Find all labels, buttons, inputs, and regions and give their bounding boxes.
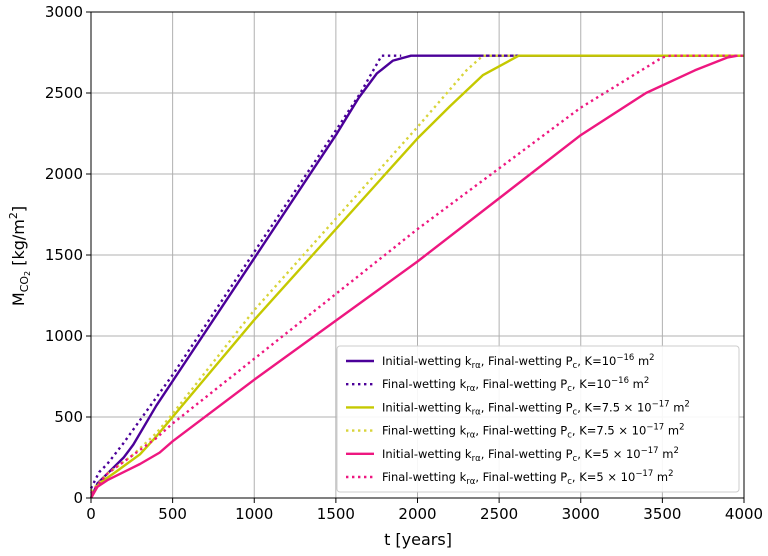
legend-text-part: Initial-wetting k — [382, 354, 472, 368]
legend-text-part: , K= — [577, 447, 602, 461]
y-tick-label: 1000 — [45, 327, 83, 345]
legend-text-part: −17 — [641, 446, 659, 456]
legend-entry-3: Initial-wetting krα, Final-wetting Pc, K… — [382, 399, 690, 417]
legend-entry-4: Final-wetting krα, Final-wetting Pc, K=7… — [382, 423, 685, 441]
x-tick-label: 1000 — [235, 505, 273, 523]
legend-text-part: c — [573, 407, 578, 417]
legend-text-part: 7.5 × 10 — [602, 400, 652, 414]
legend-text-part: Final-wetting k — [382, 470, 467, 484]
legend-text-part: , K= — [577, 400, 602, 414]
legend-text-part: −16 — [611, 376, 629, 386]
legend-text-part: , K= — [577, 354, 602, 368]
legend-text-part: , K= — [572, 424, 597, 438]
legend-text-part: m — [659, 447, 674, 461]
legend-text-part: 10 — [602, 354, 617, 368]
legend-text-part: 5 × 10 — [602, 447, 641, 461]
legend-entry-6: Final-wetting krα, Final-wetting Pc, K=5… — [382, 469, 674, 487]
legend-text-part: −17 — [635, 469, 653, 479]
axis-ticks: 0 500 1000 1500 2000 2500 3000 3500 4000 0 500 1000… — [45, 3, 763, 523]
series-lines — [89, 54, 744, 499]
x-tick-label: 2000 — [398, 505, 436, 523]
series-line-4 — [90, 54, 516, 493]
series-line-5 — [89, 54, 738, 499]
legend-text-part: rα — [472, 361, 481, 371]
legend-entry-2: Final-wetting krα, Final-wetting Pc, K=1… — [382, 376, 649, 394]
legend-text-part: Initial-wetting k — [382, 400, 472, 414]
legend-text-part: m — [634, 354, 649, 368]
y-tick-label: 500 — [54, 408, 83, 426]
legend-text-part: 2 — [668, 469, 673, 479]
series-line-3 — [89, 54, 744, 499]
legend-text-part: rα — [466, 477, 475, 487]
y-axis-label: MCO2 [kg/m2] — [7, 206, 32, 306]
legend-text-part: , Final-wetting P — [475, 377, 567, 391]
legend-text-part: c — [567, 431, 572, 441]
legend-text-part: Final-wetting k — [382, 377, 467, 391]
legend-text-part: , Final-wetting P — [481, 354, 573, 368]
y-tick-label: 0 — [73, 489, 83, 507]
legend-text-part: m — [653, 470, 668, 484]
legend-text-part: 2 — [679, 423, 684, 433]
legend-text-part: rα — [466, 384, 475, 394]
legend-text-part: m — [670, 400, 685, 414]
legend-text-part: 10 — [596, 377, 611, 391]
x-tick-label: 4000 — [725, 505, 763, 523]
legend-text-part: 7.5 × 10 — [596, 424, 646, 438]
series-line-2 — [89, 54, 402, 489]
legend-text-part: −16 — [616, 353, 634, 363]
legend-box — [336, 345, 740, 493]
legend-text-part: 2 — [644, 376, 649, 386]
legend-text-part: 2 — [673, 446, 678, 456]
legend-text-part: rα — [472, 454, 481, 464]
legend-text-part: m — [664, 424, 679, 438]
x-tick-label: 2500 — [480, 505, 518, 523]
y-tick-label: 1500 — [45, 246, 83, 264]
legend-text-part: rα — [466, 431, 475, 441]
y-tick-label: 2000 — [45, 165, 83, 183]
legend-text-part: , Final-wetting P — [481, 400, 573, 414]
x-axis-label: t [years] — [384, 530, 452, 549]
legend-text-part: 2 — [649, 353, 654, 363]
x-tick-label: 1500 — [317, 505, 355, 523]
x-tick-label: 0 — [86, 505, 96, 523]
y-tick-label: 2500 — [45, 84, 83, 102]
series-line-1 — [89, 54, 744, 499]
legend-text-part: c — [573, 361, 578, 371]
x-tick-label: 3500 — [643, 505, 681, 523]
legend-entry-1: Initial-wetting krα, Final-wetting Pc, K… — [382, 353, 655, 371]
legend-text-part: Initial-wetting k — [382, 447, 472, 461]
legend-text-part: c — [573, 454, 578, 464]
legend-text-part: , Final-wetting P — [481, 447, 573, 461]
legend-text-part: , Final-wetting P — [475, 424, 567, 438]
legend-text-part: , K= — [572, 377, 597, 391]
series-line-6 — [90, 54, 744, 494]
legend-text-part: −17 — [652, 399, 670, 409]
legend-text-part: 2 — [684, 399, 689, 409]
legend-text-part: rα — [472, 407, 481, 417]
legend-text-part: , K= — [572, 470, 597, 484]
legend: Initial-wetting krα, Final-wetting Pc, K… — [336, 345, 740, 493]
legend-text-part: −17 — [646, 423, 664, 433]
x-tick-label: 500 — [158, 505, 187, 523]
legend-text-part: , Final-wetting P — [475, 470, 567, 484]
legend-text-part: m — [629, 377, 644, 391]
legend-text-part: c — [567, 384, 572, 394]
legend-text-part: c — [567, 477, 572, 487]
legend-entry-5: Initial-wetting krα, Final-wetting Pc, K… — [382, 446, 679, 464]
y-tick-label: 3000 — [45, 3, 83, 21]
x-tick-label: 3000 — [562, 505, 600, 523]
legend-text-part: 5 × 10 — [596, 470, 635, 484]
legend-text-part: Final-wetting k — [382, 424, 467, 438]
